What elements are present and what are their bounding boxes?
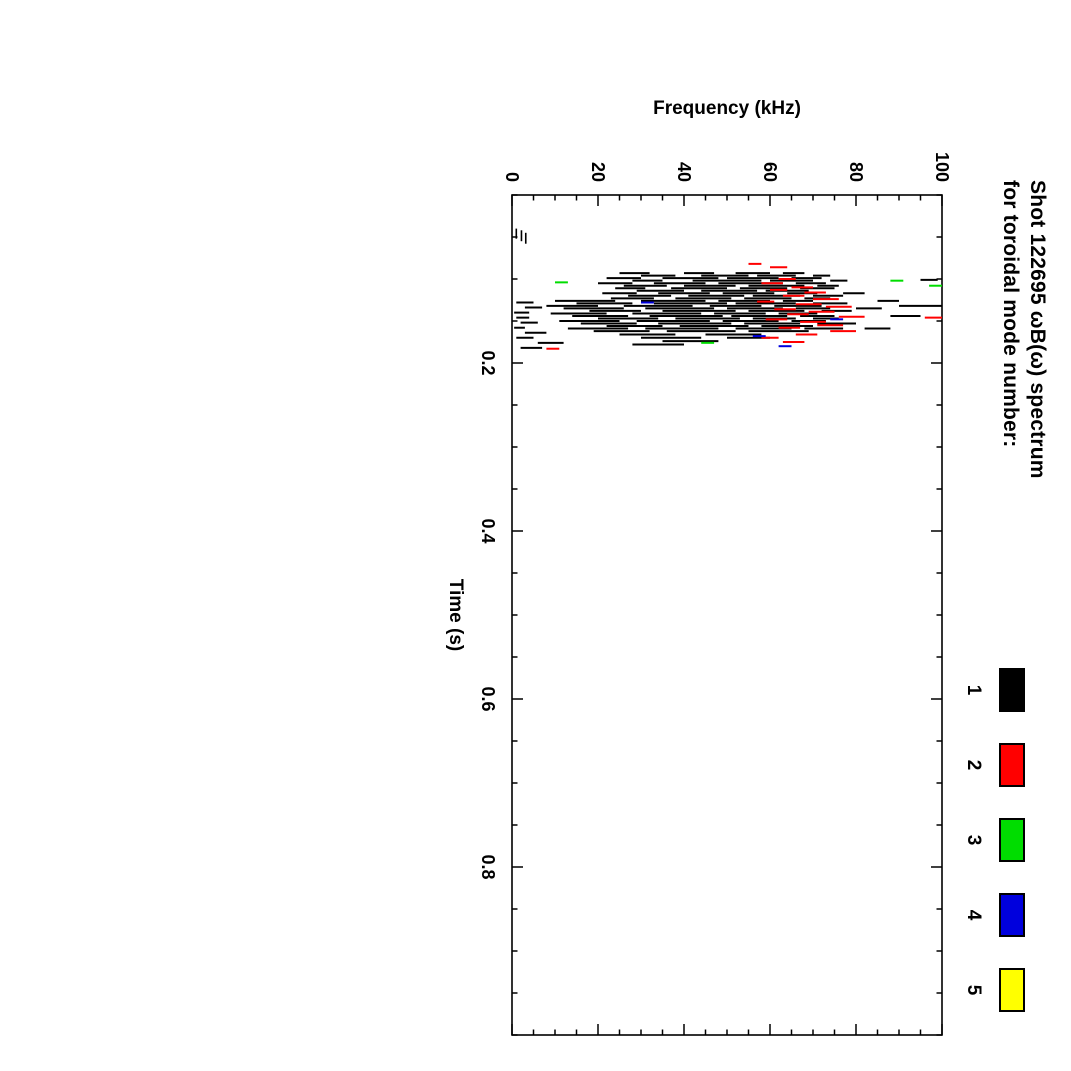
svg-text:100: 100	[932, 152, 952, 182]
svg-text:0.2: 0.2	[478, 350, 498, 375]
svg-text:80: 80	[846, 162, 866, 182]
svg-text:20: 20	[588, 162, 608, 182]
svg-text:Time (s): Time (s)	[445, 579, 466, 652]
svg-text:0.4: 0.4	[478, 518, 498, 543]
spectrum-plot: 0.2 0.4 0.6 0.8 0 20 40 60 80 100 Time (s) Frequenc…	[445, 98, 952, 1036]
rotated-plot-canvas: Shot 122695 ωB(ω) spectrum for toroidal …	[440, 90, 1070, 1070]
svg-text:60: 60	[760, 162, 780, 182]
svg-text:Frequency (kHz): Frequency (kHz)	[653, 98, 801, 119]
svg-text:0: 0	[502, 172, 522, 182]
svg-text:40: 40	[674, 162, 694, 182]
svg-text:0.6: 0.6	[478, 686, 498, 711]
svg-text:0.8: 0.8	[478, 854, 498, 879]
